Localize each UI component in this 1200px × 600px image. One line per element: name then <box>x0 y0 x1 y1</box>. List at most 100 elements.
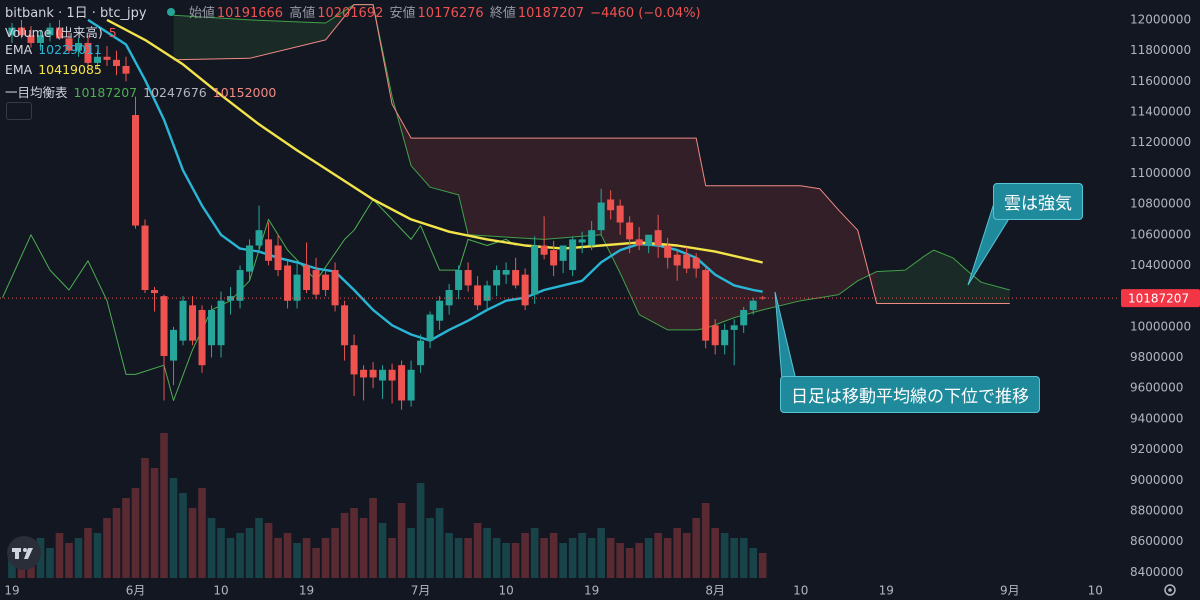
legend-row: 一目均衡表 10187207 10247676 10152000 <box>5 82 282 101</box>
candle-body <box>322 274 330 290</box>
volume-bar <box>616 543 624 578</box>
candle-body <box>474 285 482 306</box>
candle-body <box>673 254 681 266</box>
candle-body <box>692 257 700 269</box>
candle-body <box>217 300 225 346</box>
candle-body <box>246 245 254 272</box>
legend-name: EMA <box>5 42 33 57</box>
price-tag <box>1121 289 1200 308</box>
cloud-fill <box>819 188 839 298</box>
legend-row: EMA 10419085 <box>5 62 108 77</box>
axes-layer: 8400000 8600000 8800000 9000000 9200000 94000… <box>0 12 1200 598</box>
y-tick-label: 8800000 <box>1130 503 1183 517</box>
collapse-button[interactable] <box>6 102 32 120</box>
cloud-fill <box>762 185 801 310</box>
cloud-fill <box>981 282 1010 304</box>
candle-body <box>379 369 387 381</box>
volume-bar <box>654 533 662 578</box>
candle-body <box>227 296 235 301</box>
candle-body <box>65 38 73 51</box>
candle-body <box>265 239 273 261</box>
legend-name: Volume (出来高) <box>5 25 103 40</box>
candle-body <box>702 270 710 341</box>
legend-value: 10247676 <box>143 85 207 100</box>
volume-bar <box>625 548 634 578</box>
volume-bar <box>682 533 691 578</box>
settings-icon[interactable] <box>1164 584 1176 596</box>
volume-bar <box>739 538 748 578</box>
candle-body <box>55 27 63 39</box>
candle-body <box>550 250 558 266</box>
ohlc-label: 始値 <box>188 6 215 21</box>
cloud-fill <box>705 185 735 329</box>
volume-bar <box>426 518 434 578</box>
candle-body <box>436 300 444 321</box>
candle-body <box>512 270 520 286</box>
volume-bar <box>644 538 653 578</box>
candle-body <box>502 270 510 275</box>
candle-body <box>84 42 92 63</box>
legend-value: 10419085 <box>38 62 102 77</box>
y-tick-label: 10400000 <box>1130 258 1191 272</box>
cloud-fill <box>544 138 602 240</box>
candle-body <box>331 270 339 306</box>
candle-body <box>711 325 719 346</box>
y-tick-label: 9600000 <box>1130 381 1183 395</box>
candle-body <box>730 325 738 330</box>
volume-bar <box>198 488 206 578</box>
y-tick-label: 11400000 <box>1130 105 1191 119</box>
volume-bar <box>245 528 254 578</box>
volume-bar <box>350 508 358 578</box>
volume-bar <box>264 523 273 578</box>
price-tag-label: 10187207 <box>1128 292 1189 306</box>
candle-body <box>740 309 748 326</box>
x-tick-label: 9月 <box>1000 584 1020 598</box>
cloud-layer <box>173 4 1010 330</box>
volume-bar <box>730 538 738 578</box>
volume-bar <box>454 538 463 578</box>
cloud-fill <box>468 138 545 240</box>
candle-body <box>749 300 757 310</box>
volume-bar <box>283 533 292 578</box>
volume-bar <box>141 458 149 578</box>
y-tick-label: 8600000 <box>1130 534 1183 548</box>
volume-bar <box>663 538 672 578</box>
volume-bar <box>416 483 425 578</box>
candle-body <box>493 270 501 286</box>
volume-bar <box>502 543 510 578</box>
candle-body <box>616 205 624 223</box>
lagging-span-line <box>2 199 516 401</box>
candle-body <box>198 309 206 366</box>
candle-body <box>654 230 662 246</box>
cloud-fill <box>905 256 925 304</box>
candle-body <box>360 369 368 378</box>
candle-body <box>464 270 472 286</box>
x-tick-label: 10 <box>793 584 808 598</box>
candle-body <box>455 270 463 290</box>
candle-body <box>588 230 596 246</box>
annotation-pointer <box>774 291 797 381</box>
volume-bar <box>749 548 757 578</box>
ohlc-value: 10191666 <box>216 6 284 21</box>
candle-body <box>8 27 16 36</box>
cloud-fill <box>924 250 934 304</box>
volume-bar <box>274 538 282 578</box>
candle-body <box>569 239 577 271</box>
volume-bar <box>46 548 54 578</box>
volume-bar <box>549 533 558 578</box>
candle-body <box>141 225 149 290</box>
volume-bar <box>293 543 301 578</box>
candle-body <box>208 309 216 346</box>
candle-body <box>483 285 491 301</box>
header: bitbank · 1日 · btc_jpy 始値 10191666 高値 1020… <box>5 2 703 21</box>
x-tick-label: 10 <box>213 584 228 598</box>
candle-body <box>721 329 729 346</box>
legend-name: 一目均衡表 <box>5 85 68 100</box>
volume-bar <box>701 503 710 578</box>
y-tick-label: 10600000 <box>1130 227 1191 241</box>
candle-layer <box>8 19 767 410</box>
candle-body <box>607 199 615 211</box>
volume-bar <box>559 543 567 578</box>
